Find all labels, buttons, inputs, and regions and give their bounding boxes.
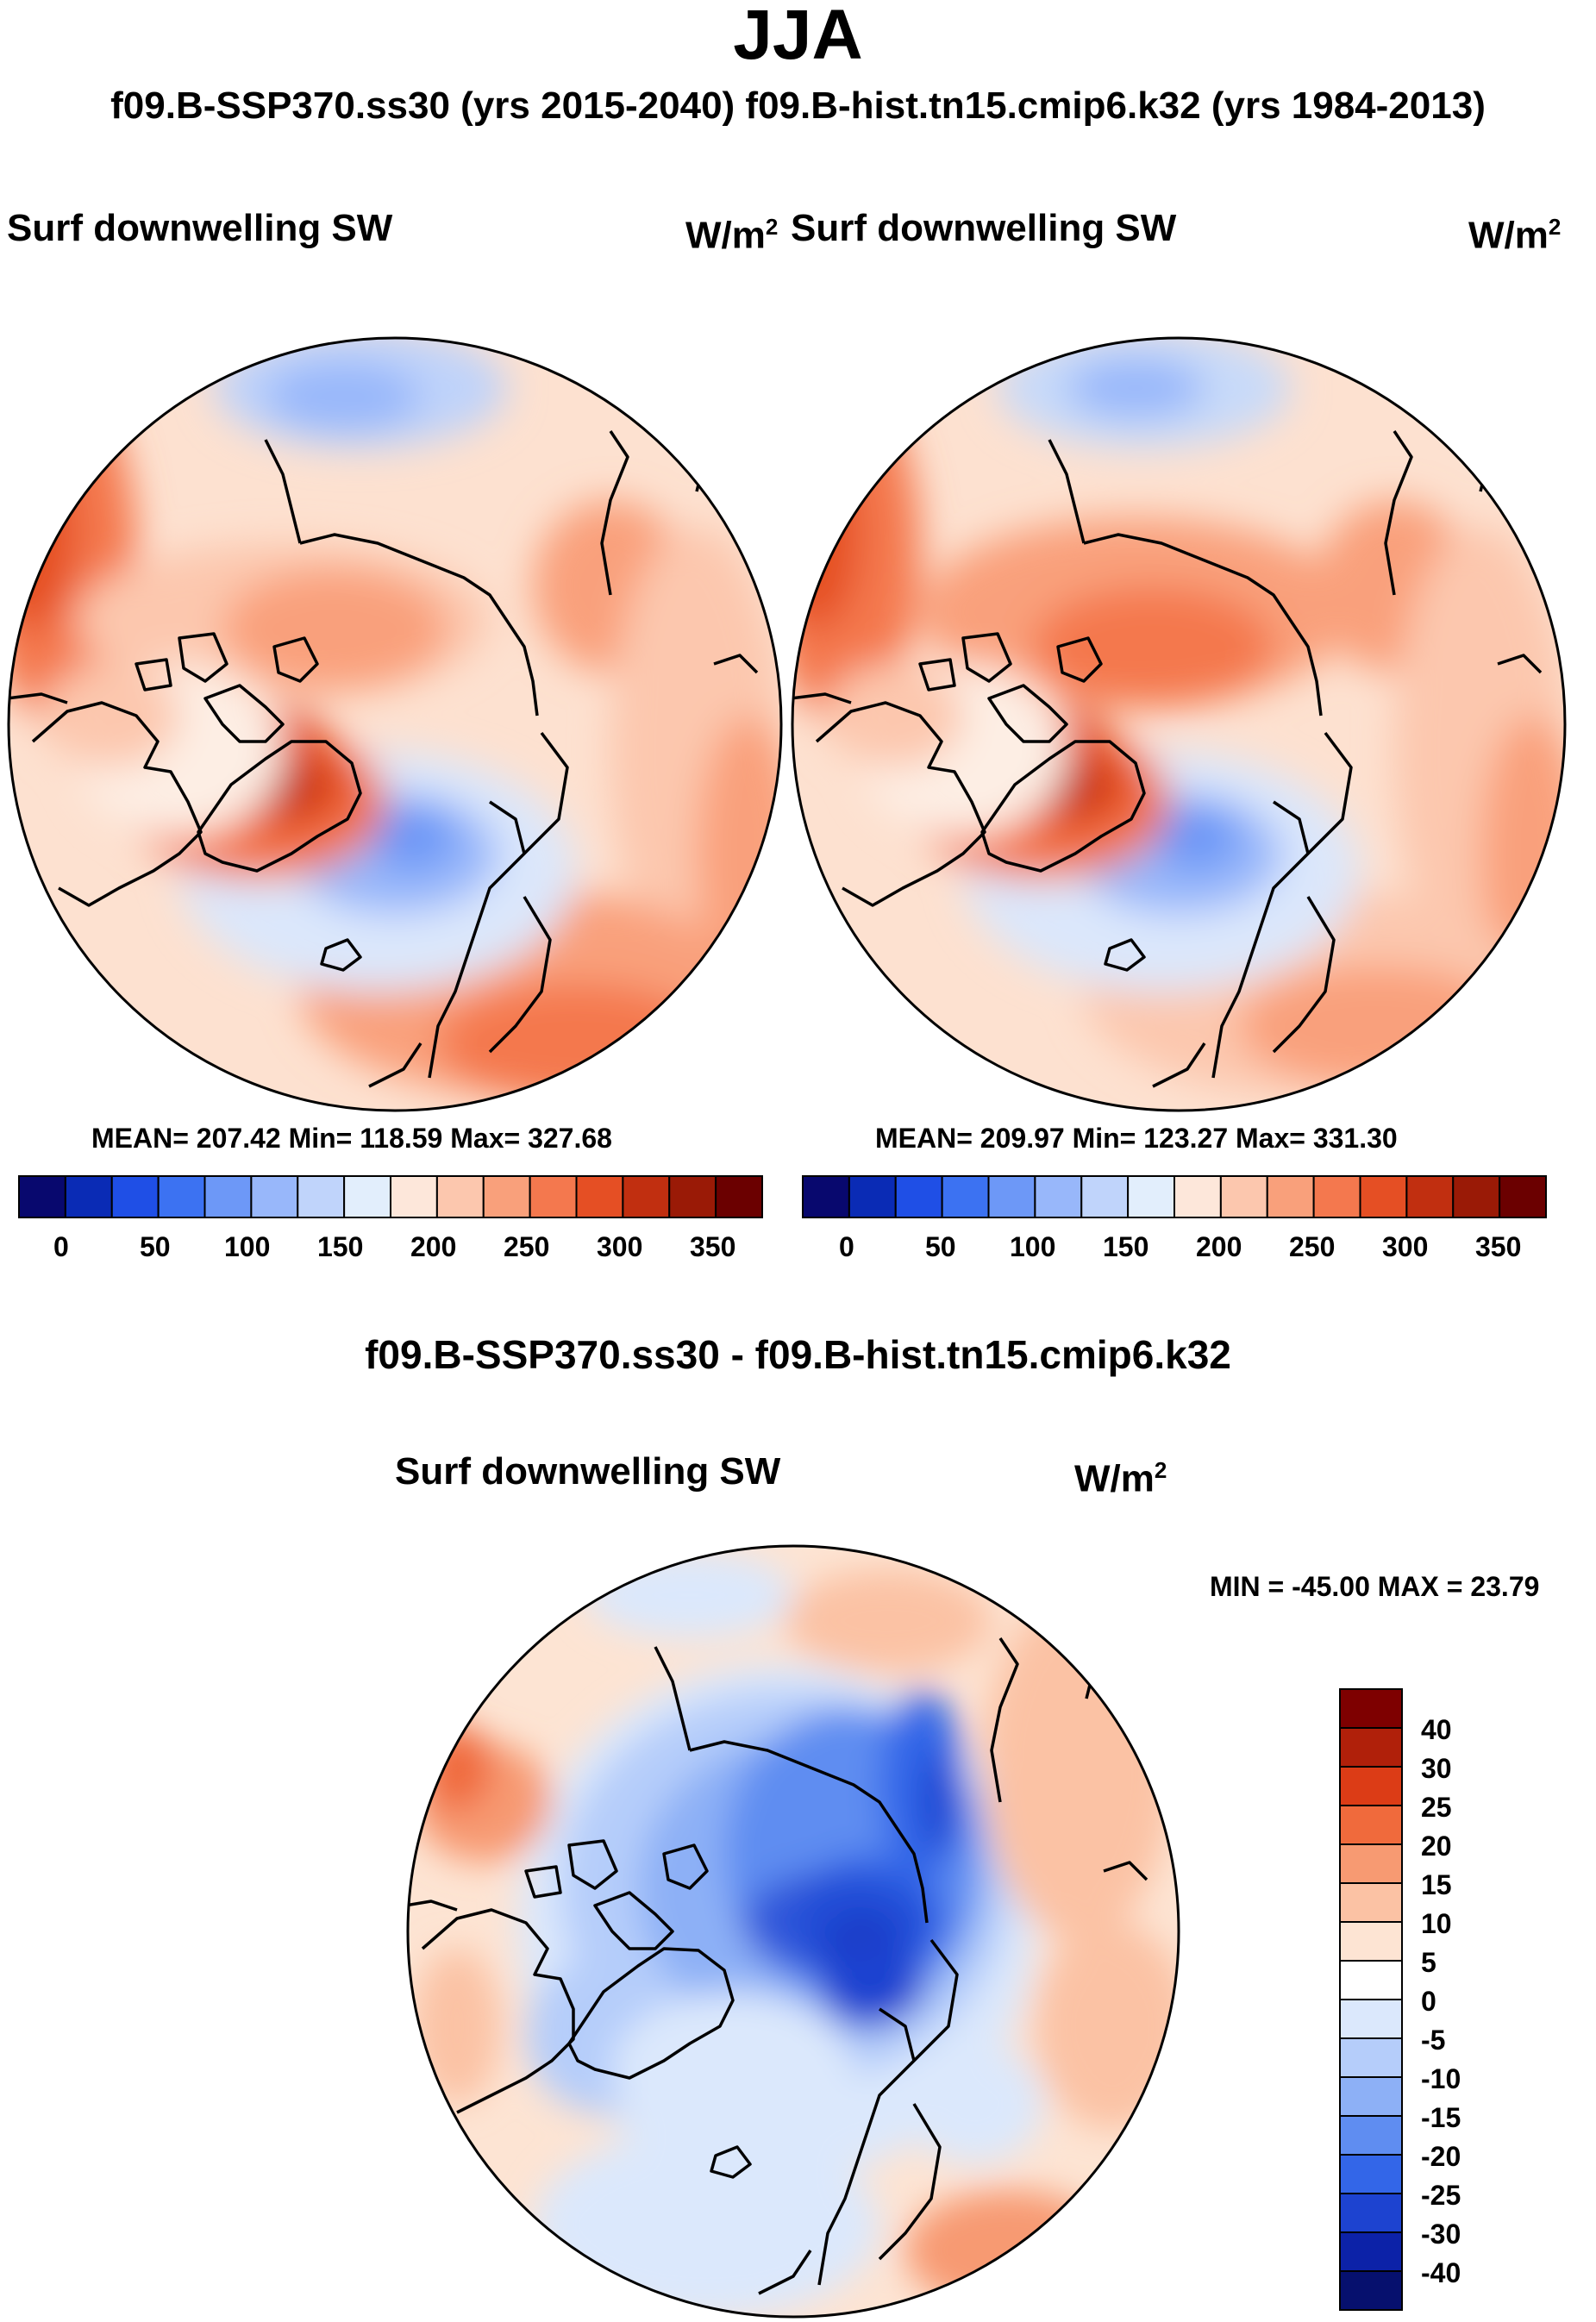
- left-panel-title: Surf downwelling SW: [7, 207, 392, 250]
- right-colorbar-box: [803, 1176, 849, 1217]
- left-colorbar-box: [297, 1176, 344, 1217]
- right-map: [791, 336, 1567, 1112]
- difference-colorbar-tick: 0: [1421, 1986, 1436, 2018]
- left-colorbar-box: [159, 1176, 205, 1217]
- difference-colorbar-box: [1340, 2077, 1402, 2116]
- right-colorbar-tick: 50: [925, 1231, 956, 1263]
- difference-minmax: MIN = -45.00 MAX = 23.79: [1210, 1571, 1539, 1603]
- right-colorbar: [799, 1173, 1549, 1221]
- right-colorbar-box: [1174, 1176, 1221, 1217]
- right-colorbar-box: [1221, 1176, 1267, 1217]
- difference-colorbar-box: [1340, 1961, 1402, 2000]
- difference-colorbar-box: [1340, 2271, 1402, 2310]
- right-colorbar-tick: 350: [1475, 1231, 1521, 1263]
- right-colorbar-box: [942, 1176, 989, 1217]
- difference-colorbar-box: [1340, 2194, 1402, 2232]
- right-colorbar-tick: 300: [1382, 1231, 1428, 1263]
- difference-colorbar-tick: 25: [1421, 1792, 1452, 1824]
- difference-panel-title: Surf downwelling SW: [395, 1450, 780, 1493]
- right-panel-stats: MEAN= 209.97 Min= 123.27 Max= 331.30: [875, 1123, 1398, 1155]
- left-colorbar-box: [623, 1176, 669, 1217]
- right-colorbar-box: [1499, 1176, 1546, 1217]
- difference-colorbar-box: [1340, 2038, 1402, 2077]
- right-panel-title: Surf downwelling SW: [791, 207, 1176, 250]
- left-colorbar-box: [669, 1176, 716, 1217]
- right-colorbar-tick: 100: [1010, 1231, 1055, 1263]
- difference-colorbar: [1336, 1686, 1405, 2315]
- left-colorbar: [16, 1173, 766, 1221]
- difference-colorbar-tick: 20: [1421, 1831, 1452, 1862]
- difference-colorbar-box: [1340, 1806, 1402, 1844]
- difference-colorbar-tick: -25: [1421, 2180, 1461, 2212]
- difference-colorbar-tick: 40: [1421, 1714, 1452, 1746]
- left-colorbar-tick: 200: [410, 1231, 456, 1263]
- difference-colorbar-box: [1340, 2232, 1402, 2271]
- difference-colorbar-box: [1340, 2155, 1402, 2194]
- right-colorbar-tick: 250: [1289, 1231, 1335, 1263]
- difference-colorbar-tick: 10: [1421, 1908, 1452, 1940]
- left-map: [7, 336, 783, 1112]
- difference-colorbar-tick: -20: [1421, 2141, 1461, 2173]
- difference-colorbar-box: [1340, 2000, 1402, 2038]
- right-colorbar-tick: 150: [1103, 1231, 1148, 1263]
- left-colorbar-box: [484, 1176, 530, 1217]
- left-colorbar-tick: 300: [597, 1231, 642, 1263]
- left-colorbar-box: [205, 1176, 252, 1217]
- right-colorbar-box: [849, 1176, 896, 1217]
- right-colorbar-box: [1128, 1176, 1174, 1217]
- difference-colorbar-tick: 15: [1421, 1869, 1452, 1901]
- page-title: JJA: [0, 0, 1596, 71]
- left-colorbar-box: [112, 1176, 159, 1217]
- difference-colorbar-tick: 5: [1421, 1947, 1436, 1979]
- difference-colorbar-tick: -15: [1421, 2102, 1461, 2134]
- difference-colorbar-box: [1340, 1883, 1402, 1922]
- difference-colorbar-tick: -5: [1421, 2025, 1445, 2056]
- left-colorbar-box: [251, 1176, 297, 1217]
- right-colorbar-box: [1406, 1176, 1453, 1217]
- right-colorbar-box: [1267, 1176, 1314, 1217]
- right-colorbar-box: [1081, 1176, 1128, 1217]
- difference-title: f09.B-SSP370.ss30 - f09.B-hist.tn15.cmip…: [0, 1331, 1596, 1378]
- right-colorbar-box: [1453, 1176, 1499, 1217]
- left-colorbar-tick: 100: [224, 1231, 270, 1263]
- left-colorbar-box: [716, 1176, 762, 1217]
- left-colorbar-tick: 350: [690, 1231, 735, 1263]
- left-colorbar-box: [530, 1176, 577, 1217]
- difference-colorbar-box: [1340, 2116, 1402, 2155]
- difference-colorbar-box: [1340, 1922, 1402, 1961]
- right-colorbar-box: [1314, 1176, 1361, 1217]
- difference-colorbar-box: [1340, 1728, 1402, 1767]
- difference-colorbar-tick: -30: [1421, 2219, 1461, 2250]
- page-subtitle: f09.B-SSP370.ss30 (yrs 2015-2040) f09.B-…: [0, 84, 1596, 128]
- right-colorbar-tick: 200: [1196, 1231, 1242, 1263]
- difference-panel-units: W/m2: [1074, 1457, 1167, 1501]
- left-colorbar-box: [391, 1176, 437, 1217]
- left-colorbar-box: [19, 1176, 66, 1217]
- right-colorbar-box: [989, 1176, 1036, 1217]
- left-colorbar-tick: 150: [317, 1231, 363, 1263]
- difference-colorbar-box: [1340, 1689, 1402, 1728]
- left-colorbar-box: [437, 1176, 484, 1217]
- difference-colorbar-tick: -40: [1421, 2257, 1461, 2289]
- right-panel-units: W/m2: [1468, 214, 1561, 258]
- right-colorbar-tick: 0: [839, 1231, 854, 1263]
- left-colorbar-tick: 0: [53, 1231, 69, 1263]
- left-colorbar-tick: 50: [140, 1231, 171, 1263]
- right-colorbar-box: [896, 1176, 942, 1217]
- right-colorbar-box: [1361, 1176, 1407, 1217]
- left-colorbar-box: [66, 1176, 112, 1217]
- difference-colorbar-tick: -10: [1421, 2063, 1461, 2095]
- left-panel-stats: MEAN= 207.42 Min= 118.59 Max= 327.68: [91, 1123, 612, 1155]
- difference-colorbar-box: [1340, 1767, 1402, 1806]
- right-colorbar-box: [1035, 1176, 1081, 1217]
- difference-colorbar-box: [1340, 1844, 1402, 1883]
- difference-map: [405, 1543, 1181, 2319]
- left-panel-units: W/m2: [685, 214, 778, 258]
- difference-colorbar-tick: 30: [1421, 1753, 1452, 1785]
- left-colorbar-tick: 250: [504, 1231, 549, 1263]
- left-colorbar-box: [577, 1176, 623, 1217]
- left-colorbar-box: [344, 1176, 391, 1217]
